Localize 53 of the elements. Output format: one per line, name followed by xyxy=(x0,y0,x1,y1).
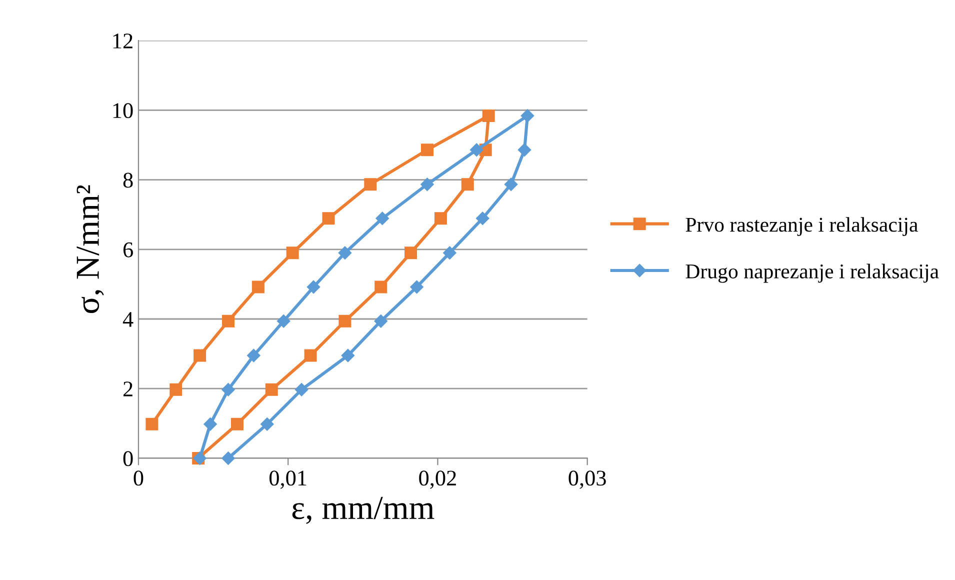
point xyxy=(434,212,447,225)
y-tick-label: 4 xyxy=(122,312,134,327)
point xyxy=(286,246,299,260)
point xyxy=(338,314,352,328)
point xyxy=(222,383,235,396)
point xyxy=(306,280,320,294)
x-tick-label: 0,02 xyxy=(419,470,456,489)
point xyxy=(338,246,352,260)
point xyxy=(194,349,206,362)
point xyxy=(364,178,377,191)
point xyxy=(443,246,456,260)
point xyxy=(410,280,424,294)
point xyxy=(204,418,217,431)
point xyxy=(170,383,182,396)
x-axis-title: ε, mm/mm xyxy=(292,496,434,524)
point xyxy=(260,418,274,431)
point xyxy=(470,143,484,156)
point xyxy=(252,280,264,294)
point xyxy=(420,144,434,156)
x-tick-label: 0,01 xyxy=(269,470,306,489)
point xyxy=(482,110,495,122)
x-tick-label: 0,03 xyxy=(568,470,606,489)
point xyxy=(518,143,532,156)
y-axis-title: σ, N/mm² xyxy=(76,185,104,314)
point xyxy=(222,452,235,465)
point xyxy=(265,383,278,396)
y-tick-label: 2 xyxy=(123,382,132,396)
point xyxy=(222,314,234,328)
legend-label: Drugo naprezanje i relaksacija xyxy=(686,264,939,283)
point xyxy=(520,109,534,122)
y-tick-label: 10 xyxy=(113,103,133,118)
point xyxy=(341,348,355,362)
point xyxy=(322,212,335,225)
point xyxy=(420,178,434,191)
legend-label: Prvo rastezanje i relaksacija xyxy=(686,217,918,236)
point xyxy=(504,178,518,191)
y-tick-label: 8 xyxy=(123,172,133,188)
point xyxy=(230,418,244,430)
point xyxy=(277,314,290,328)
point xyxy=(374,314,388,328)
y-tick-label: 6 xyxy=(123,242,133,258)
point xyxy=(461,178,474,191)
point xyxy=(376,212,389,226)
point xyxy=(294,383,308,396)
point xyxy=(374,280,388,294)
point xyxy=(404,246,418,260)
point xyxy=(146,418,158,430)
point xyxy=(304,349,317,362)
point xyxy=(247,348,260,362)
y-tick-label: 12 xyxy=(113,34,132,48)
y-tick-label: 0 xyxy=(123,451,133,466)
point xyxy=(476,212,490,226)
x-tick-label: 0 xyxy=(134,470,144,486)
